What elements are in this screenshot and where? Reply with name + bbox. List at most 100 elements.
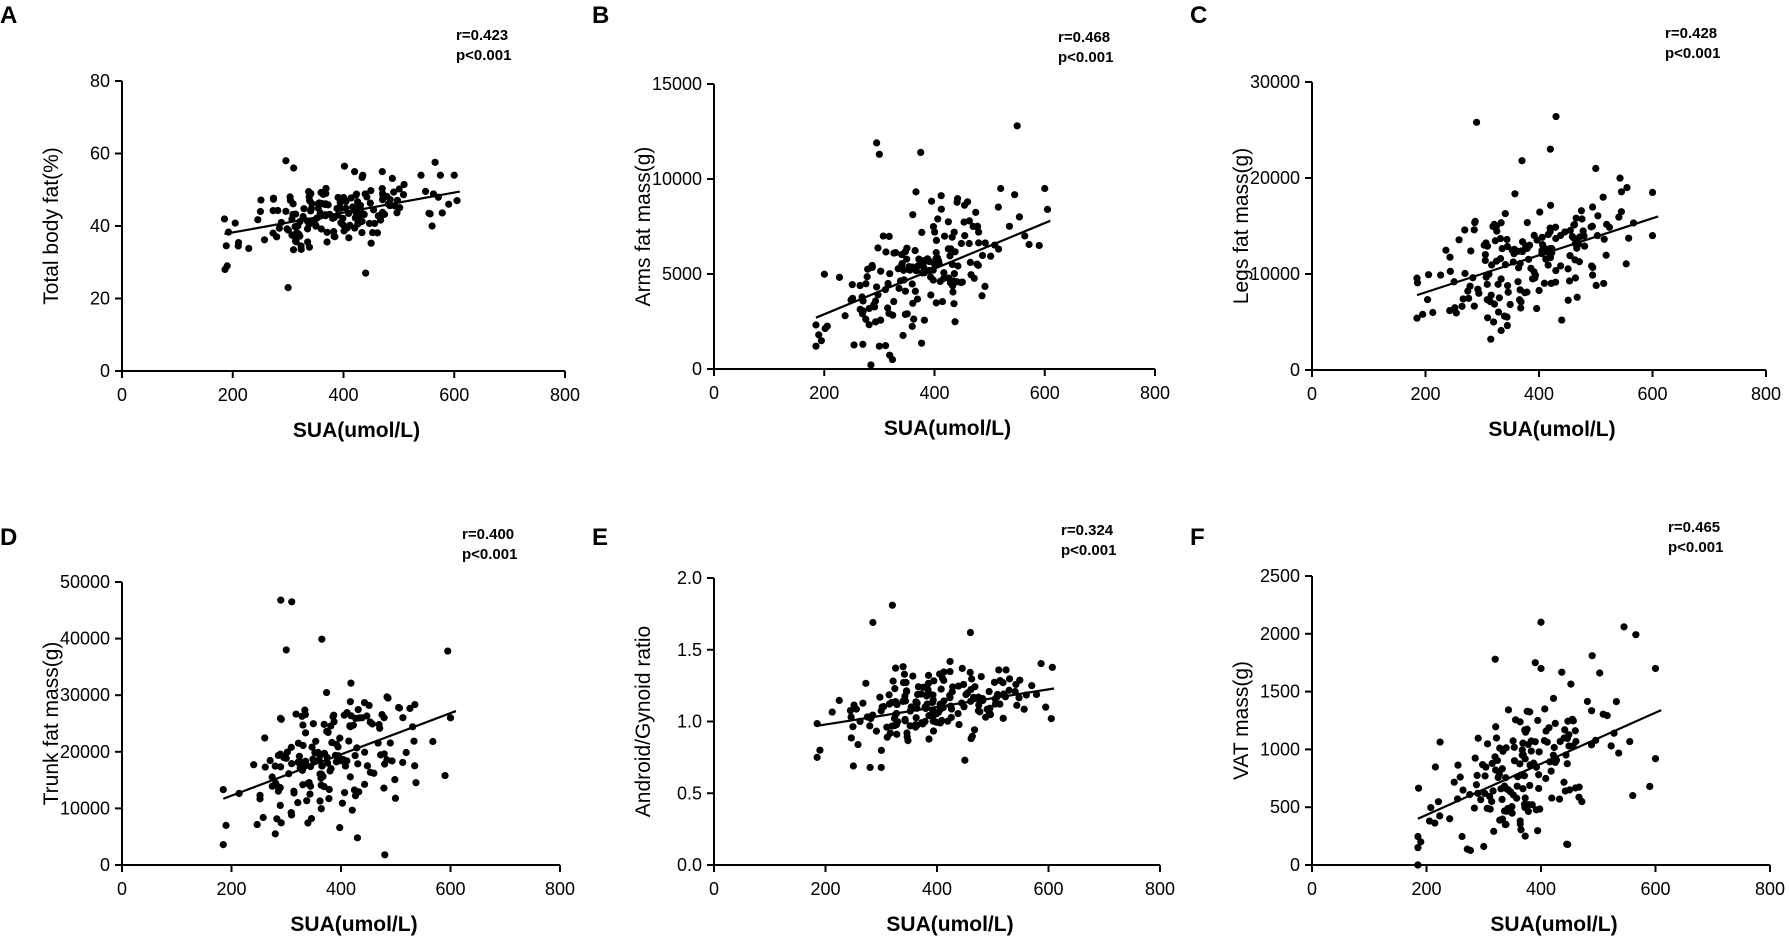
data-point [1431,763,1439,771]
data-point [1489,222,1497,231]
data-point [931,228,939,236]
data-point [1494,280,1502,288]
data-point [1474,734,1482,742]
data-point [330,232,338,240]
x-tick-label: 200 [218,385,248,405]
data-point [1544,261,1552,269]
data-point [1491,655,1499,663]
data-point [312,221,320,229]
data-point [1497,275,1505,283]
data-point [974,707,983,715]
x-axis-label: SUA(umol/L) [293,419,420,442]
data-point [317,225,325,233]
data-point [915,255,923,263]
data-point [1011,191,1019,199]
data-point [961,756,969,764]
x-tick-label: 800 [550,385,580,405]
data-point [1592,164,1600,172]
data-point [1556,737,1564,746]
data-point [940,274,948,283]
data-point [320,749,329,757]
x-tick-label: 200 [1410,384,1440,404]
data-point [886,270,894,278]
data-point [1483,740,1492,748]
data-point [1518,238,1527,246]
data-point [1648,232,1657,240]
data-point [890,249,898,257]
data-point [1571,256,1579,264]
data-point [1617,208,1625,216]
data-point [923,692,931,700]
data-point [909,672,917,680]
data-point [367,187,375,195]
regression-line [1417,709,1662,820]
data-point [353,834,362,842]
data-point [273,815,281,823]
data-point [1536,208,1544,216]
data-point [347,679,355,687]
data-point [269,195,278,203]
data-point [330,711,338,719]
data-point [901,697,910,705]
x-tick-label: 0 [709,879,719,899]
data-point [1487,335,1495,343]
data-point [1464,287,1472,295]
data-point [899,678,908,687]
data-point [346,698,354,706]
data-point [950,300,958,308]
data-point [323,727,331,735]
data-point [349,203,357,211]
data-point [1413,274,1421,282]
data-point [307,204,316,213]
data-point [912,698,920,706]
data-point [815,331,823,339]
data-point [1477,796,1485,804]
data-point [320,720,328,728]
data-point [924,671,933,679]
data-point [336,734,344,742]
panel-letter: B [592,2,609,29]
data-point [884,279,892,288]
x-tick-label: 0 [117,385,127,405]
data-point [1600,279,1608,288]
data-point [290,789,298,797]
data-point [949,288,957,296]
data-point [1454,761,1462,769]
data-point [1549,694,1558,702]
data-point [813,753,821,761]
data-point [1524,740,1532,749]
data-point [1434,798,1443,806]
data-point [856,305,864,313]
y-tick-label: 10000 [60,798,110,818]
data-point [900,670,909,678]
data-point [411,700,419,709]
data-point [234,242,242,250]
data-point [1651,664,1660,673]
data-point [999,714,1007,722]
data-point [940,676,948,685]
data-point [917,339,926,347]
data-point [1547,279,1555,288]
data-point [1521,832,1529,840]
data-point [1423,296,1432,304]
data-point [1504,706,1513,714]
data-point [219,841,227,849]
regression-line [816,687,1055,727]
data-point [1607,742,1615,750]
data-point [367,239,375,247]
data-point [1617,188,1626,196]
data-point [306,790,314,798]
data-point [1615,749,1623,757]
data-point [866,763,874,772]
data-point [1523,707,1531,715]
data-point [1588,707,1596,715]
x-tick-label: 600 [1030,383,1060,403]
data-point [1531,659,1539,667]
data-point [1446,267,1454,275]
data-point [889,677,897,685]
y-tick-label: 50000 [60,572,110,592]
data-point [973,222,982,230]
data-point [1534,827,1542,835]
